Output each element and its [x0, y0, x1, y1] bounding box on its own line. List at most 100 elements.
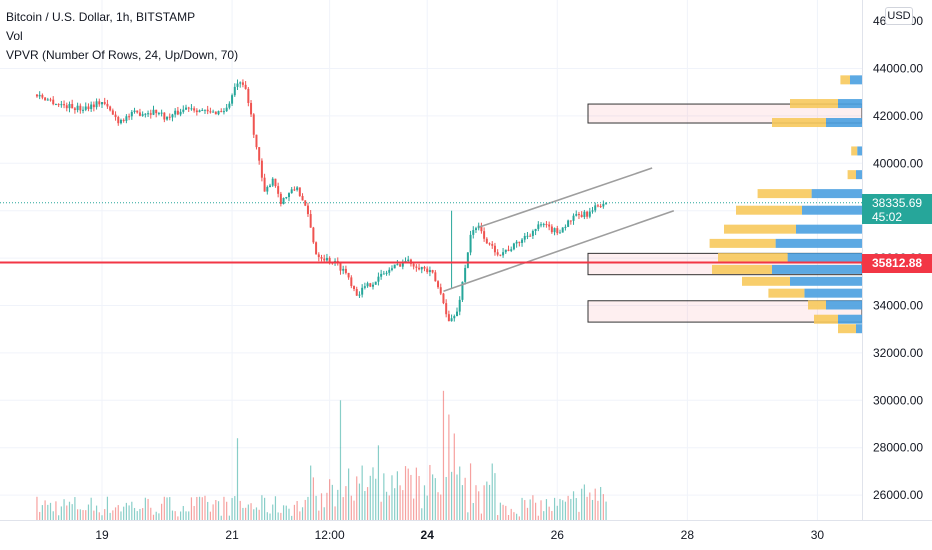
volume-bar — [142, 508, 144, 520]
volume-bar — [207, 501, 209, 520]
candle-body — [526, 235, 529, 237]
volume-bar — [60, 506, 62, 520]
volume-bar — [518, 516, 520, 520]
candle-body — [95, 101, 98, 108]
volume-bar — [567, 495, 569, 520]
candle-body — [54, 104, 57, 106]
volume-bar — [605, 501, 607, 520]
volume-bar — [228, 515, 230, 520]
vpvr-down-bar — [736, 205, 802, 215]
volume-bar — [570, 498, 572, 520]
volume-bar — [264, 497, 266, 520]
candle-body — [374, 281, 377, 285]
volume-bar — [68, 501, 71, 520]
vpvr-down-bar — [742, 276, 790, 286]
volume-bar — [364, 491, 366, 520]
candle-body — [317, 254, 320, 258]
vpvr-down-bar — [838, 324, 856, 334]
candle-body — [236, 83, 239, 87]
vpvr-indicator-label[interactable]: VPVR (Number Of Rows, 24, Up/Down, 70) — [6, 48, 239, 62]
candle-body — [46, 99, 49, 101]
candle-body — [233, 86, 236, 96]
volume-bar — [55, 501, 57, 520]
volume-bar — [429, 464, 431, 520]
candle-body — [507, 249, 510, 251]
volume-bar — [150, 507, 152, 520]
volume-bar — [82, 510, 84, 520]
candle-body — [133, 110, 136, 112]
candle-body — [144, 113, 147, 115]
volume-bar — [559, 498, 561, 520]
candle-body — [309, 214, 312, 228]
candle-body — [163, 112, 166, 120]
volume-bar — [242, 507, 244, 520]
volume-bar — [385, 491, 388, 520]
volume-bar — [388, 495, 390, 520]
volume-bar — [125, 502, 127, 520]
candle-body — [556, 228, 559, 234]
volume-bar — [407, 468, 409, 520]
candle-body — [344, 268, 347, 273]
last-price-value: 38335.69 — [872, 195, 923, 210]
volume-bar — [459, 466, 461, 520]
candle-body — [138, 112, 141, 116]
volume-bar — [196, 496, 198, 520]
vpvr-up-bar — [775, 238, 862, 248]
candle-body — [542, 224, 545, 226]
candle-body — [285, 197, 288, 199]
candle-body — [239, 82, 242, 84]
volume-bar — [245, 507, 247, 520]
chart-legend: Bitcoin / U.S. Dollar, 1h, BITSTAMP Vol … — [6, 8, 238, 65]
candle-body — [190, 108, 193, 110]
candle-body — [558, 232, 561, 234]
candle-body — [580, 214, 583, 217]
candle-body — [209, 111, 212, 113]
volume-bar — [597, 500, 599, 520]
candle-body — [57, 104, 60, 106]
volume-bar — [185, 511, 187, 520]
candle-body — [591, 210, 594, 212]
volume-bar — [437, 492, 439, 520]
candle-body — [266, 187, 269, 192]
volume-bar — [315, 495, 317, 520]
candle-body — [87, 106, 90, 110]
candle-body — [577, 214, 580, 216]
candle-body — [510, 249, 513, 251]
candle-body — [388, 269, 391, 273]
candle-body — [361, 287, 364, 295]
volume-bar — [450, 471, 453, 520]
candle-body — [114, 114, 117, 118]
candle-body — [298, 187, 301, 196]
bar-countdown: 45:02 — [872, 209, 903, 224]
volume-bar — [128, 505, 130, 520]
candle-body — [434, 272, 437, 282]
currency-button[interactable]: USD — [885, 7, 913, 25]
candle-body — [493, 245, 496, 253]
candle-body — [195, 110, 198, 113]
candle-body — [185, 107, 188, 110]
candle-body — [263, 177, 266, 192]
candle-body — [594, 205, 597, 211]
volume-bar — [572, 491, 575, 520]
volume-bar — [101, 515, 103, 520]
volume-indicator-label[interactable]: Vol — [6, 29, 23, 43]
volume-bar — [475, 485, 477, 520]
candle-body — [442, 293, 445, 304]
volume-bar — [545, 499, 548, 520]
candle-body — [260, 160, 263, 178]
candle-body — [369, 283, 372, 287]
candle-body — [84, 106, 87, 110]
volume-bar — [226, 501, 228, 520]
symbol-label[interactable]: Bitcoin / U.S. Dollar, 1h, BITSTAMP — [6, 10, 196, 24]
volume-bar — [169, 497, 171, 520]
volume-bar — [602, 494, 604, 520]
candle-body — [168, 116, 171, 118]
candle-body — [512, 243, 515, 250]
volume-bar — [285, 505, 287, 520]
volume-bar — [548, 506, 550, 520]
candle-body — [187, 107, 190, 109]
volume-bar — [161, 503, 163, 520]
candle-body — [152, 109, 155, 115]
